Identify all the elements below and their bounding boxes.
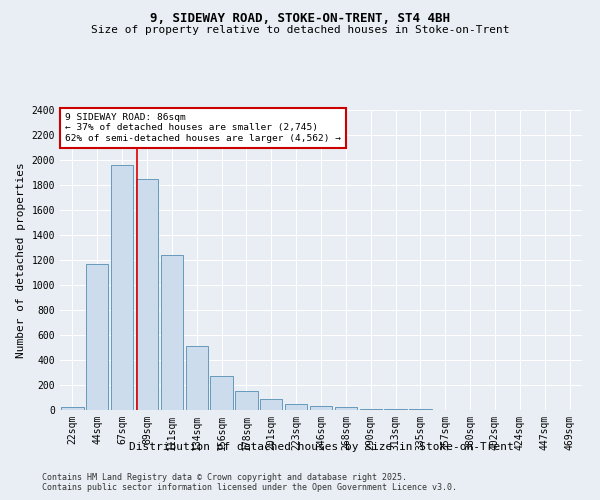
Y-axis label: Number of detached properties: Number of detached properties bbox=[16, 162, 26, 358]
Bar bbox=[136, 179, 158, 410]
Bar bbox=[285, 404, 307, 410]
Bar bbox=[161, 255, 183, 410]
Text: Contains public sector information licensed under the Open Government Licence v3: Contains public sector information licen… bbox=[42, 482, 457, 492]
Text: 9, SIDEWAY ROAD, STOKE-ON-TRENT, ST4 4BH: 9, SIDEWAY ROAD, STOKE-ON-TRENT, ST4 4BH bbox=[150, 12, 450, 26]
Bar bbox=[310, 406, 332, 410]
Bar bbox=[61, 407, 83, 410]
Text: Size of property relative to detached houses in Stoke-on-Trent: Size of property relative to detached ho… bbox=[91, 25, 509, 35]
Bar bbox=[385, 409, 407, 410]
Bar bbox=[185, 346, 208, 410]
Bar bbox=[359, 409, 382, 410]
Bar bbox=[111, 165, 133, 410]
Bar bbox=[335, 406, 357, 410]
Text: 9 SIDEWAY ROAD: 86sqm
← 37% of detached houses are smaller (2,745)
62% of semi-d: 9 SIDEWAY ROAD: 86sqm ← 37% of detached … bbox=[65, 113, 341, 143]
Text: Contains HM Land Registry data © Crown copyright and database right 2025.: Contains HM Land Registry data © Crown c… bbox=[42, 472, 407, 482]
Bar bbox=[86, 264, 109, 410]
Bar bbox=[211, 376, 233, 410]
Bar bbox=[260, 399, 283, 410]
Text: Distribution of detached houses by size in Stoke-on-Trent: Distribution of detached houses by size … bbox=[128, 442, 514, 452]
Bar bbox=[235, 390, 257, 410]
